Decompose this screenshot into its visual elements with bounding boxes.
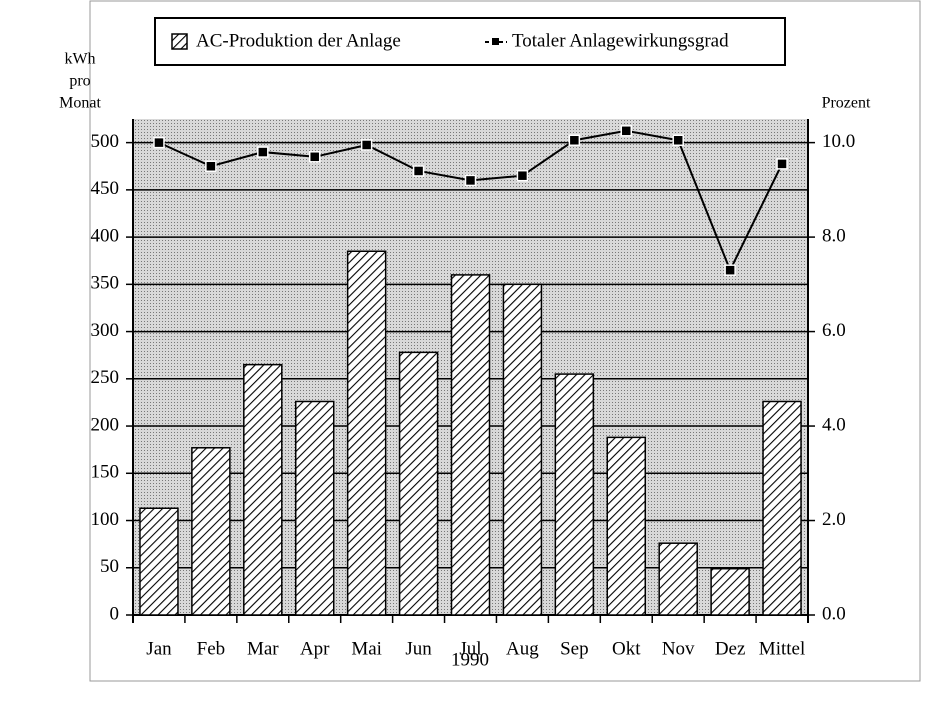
line-marker — [620, 125, 633, 137]
y2-tick-label: 4.0 — [822, 414, 846, 435]
y2-tick-label: 2.0 — [822, 509, 846, 530]
line-marker — [672, 134, 684, 147]
y2-tick-label: 0.0 — [822, 603, 846, 624]
bar — [710, 567, 750, 616]
bar — [243, 363, 283, 616]
y-tick-label: 350 — [91, 273, 120, 294]
x-tick-label: Okt — [612, 638, 641, 659]
frame — [89, 0, 921, 682]
line-marker — [724, 264, 736, 276]
y-axis-label: Monat — [59, 95, 101, 112]
legend-box — [154, 17, 786, 66]
x-tick-label: Mittel — [759, 638, 805, 659]
line-marker — [516, 169, 529, 182]
line-marker — [153, 136, 165, 149]
line-marker — [360, 139, 373, 151]
legend-swatch — [492, 38, 499, 45]
line-marker — [464, 174, 477, 187]
line-marker — [568, 134, 581, 147]
x-tick-label: Dez — [715, 638, 746, 659]
bar — [606, 436, 647, 616]
bar — [502, 283, 543, 616]
legend-label: Totaler Anlagewirkungsgrad — [512, 30, 729, 51]
y-tick-label: 100 — [91, 509, 120, 530]
y2-tick-label: 6.0 — [822, 320, 846, 341]
y-tick-label: 250 — [91, 367, 120, 388]
line-marker — [205, 160, 217, 172]
x-tick-label: Jan — [146, 638, 172, 659]
x-tick-label: Aug — [506, 638, 539, 659]
y-tick-label: 150 — [91, 462, 120, 483]
x-tick-label: Feb — [197, 638, 226, 659]
bar — [554, 373, 595, 616]
x-tick-label: Jul — [459, 638, 481, 659]
y2-tick-label: 8.0 — [822, 225, 846, 246]
x-tick-label: Apr — [300, 638, 330, 659]
y2-axis-label: Prozent — [822, 95, 871, 112]
y-axis-label: pro — [69, 73, 90, 90]
bar — [762, 400, 802, 616]
legend-label: AC-Produktion der Anlage — [196, 30, 401, 51]
bar — [294, 400, 335, 616]
y-tick-label: 50 — [100, 556, 119, 577]
bar — [139, 507, 179, 616]
bar — [191, 447, 231, 616]
x-tick-label: Mai — [351, 638, 382, 659]
x-tick-label: Sep — [560, 638, 589, 659]
y-tick-label: 0 — [110, 603, 120, 624]
y2-tick-label: 10.0 — [822, 131, 855, 152]
legend-swatch — [171, 33, 188, 50]
y-tick-label: 300 — [91, 320, 120, 341]
y-tick-label: 450 — [91, 178, 120, 199]
line-marker — [776, 158, 788, 170]
x-tick-label: Jun — [405, 638, 432, 659]
bar — [658, 542, 698, 616]
bar — [346, 250, 387, 616]
bar — [398, 351, 439, 616]
y-tick-label: 500 — [91, 131, 120, 152]
line-marker — [308, 151, 321, 163]
x-tick-label: Mar — [247, 638, 279, 659]
x-tick-label: Nov — [662, 638, 695, 659]
bar — [450, 274, 491, 616]
line-marker — [257, 146, 269, 158]
y-tick-label: 400 — [91, 225, 120, 246]
y-tick-label: 200 — [91, 414, 120, 435]
y-axis-label: kWh — [64, 51, 95, 68]
x-axis-label: 1990 — [451, 649, 489, 670]
line-marker — [412, 165, 425, 177]
